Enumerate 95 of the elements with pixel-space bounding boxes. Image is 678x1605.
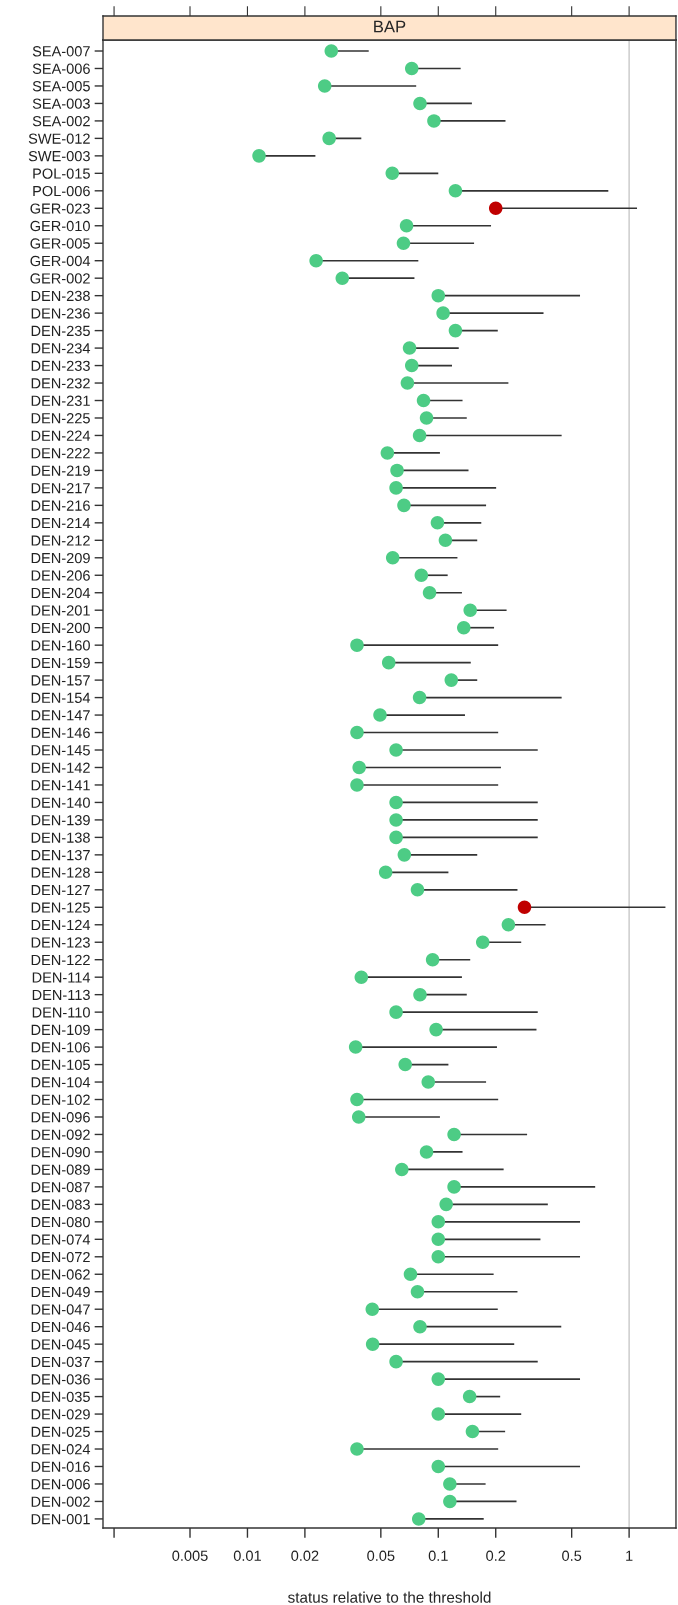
y-tick-label: DEN-235 [31, 325, 90, 337]
y-tick-label: DEN-102 [31, 1094, 90, 1105]
y-tick-label: DEN-096 [31, 1112, 90, 1123]
y-tick-label: DEN-141 [31, 780, 90, 791]
y-tick-label: DEN-092 [31, 1129, 90, 1140]
y-tick-label: POL-015 [33, 168, 90, 179]
y-tick-label: SEA-006 [32, 63, 90, 74]
y-tick-label: DEN-036 [31, 1374, 90, 1385]
y-tick-label: GER-002 [30, 273, 90, 284]
x-tick-label: 0.5 [562, 1550, 582, 1561]
y-tick-label: SEA-003 [32, 98, 90, 109]
y-tick-label: DEN-025 [31, 1426, 90, 1437]
y-tick-label: DEN-140 [31, 797, 90, 808]
y-tick-label: DEN-231 [31, 395, 90, 406]
y-tick-label: DEN-006 [31, 1479, 90, 1490]
y-tick-label: DEN-145 [31, 745, 90, 756]
y-tick-label: POL-006 [33, 185, 90, 197]
y-tick-label: DEN-219 [31, 465, 90, 476]
y-tick-label: DEN-200 [31, 622, 90, 634]
y-tick-label: DEN-106 [31, 1042, 90, 1053]
y-tick-label: SEA-007 [32, 46, 90, 57]
y-tick-label: GER-005 [30, 238, 90, 249]
y-tick-label: DEN-201 [31, 605, 90, 616]
x-tick-label: 0.2 [486, 1550, 506, 1561]
y-tick-label: DEN-001 [31, 1514, 90, 1525]
x-tick-label: 0.005 [172, 1550, 208, 1561]
y-tick-label: SWE-012 [28, 133, 90, 144]
y-tick-label: DEN-047 [31, 1304, 90, 1315]
y-tick-label: DEN-138 [31, 832, 90, 843]
y-tick-label: DEN-046 [31, 1321, 90, 1333]
chart-title: BAP [374, 20, 406, 33]
y-tick-label: DEN-209 [31, 552, 90, 564]
y-tick-label: DEN-217 [31, 482, 90, 494]
y-tick-label: DEN-062 [31, 1269, 90, 1280]
y-tick-label: DEN-160 [31, 640, 90, 651]
y-tick-label: DEN-123 [31, 937, 90, 948]
y-tick-label: DEN-110 [32, 1007, 90, 1018]
x-tick-label: 1 [626, 1550, 633, 1561]
y-tick-label: DEN-049 [31, 1286, 90, 1298]
x-tick-label: 0.02 [291, 1550, 319, 1561]
y-tick-label: DEN-128 [31, 867, 90, 878]
x-tick-label: 0.1 [428, 1550, 448, 1561]
y-tick-label: DEN-127 [31, 884, 90, 896]
y-tick-label: DEN-074 [31, 1234, 91, 1245]
y-tick-label: SEA-005 [32, 81, 90, 92]
y-tick-label: DEN-105 [31, 1059, 90, 1070]
y-tick-label: DEN-124 [31, 919, 91, 931]
y-tick-label: DEN-206 [31, 570, 90, 581]
x-axis-title: status relative to the threshold [288, 1591, 491, 1603]
y-tick-label: DEN-222 [31, 448, 90, 459]
y-tick-label: DEN-139 [31, 815, 90, 826]
y-tick-label: DEN-083 [31, 1199, 90, 1210]
y-tick-label: DEN-035 [31, 1391, 90, 1403]
y-tick-label: DEN-024 [31, 1444, 91, 1455]
y-tick-label: DEN-080 [31, 1216, 90, 1228]
y-tick-label: DEN-125 [31, 902, 90, 913]
y-tick-label: GER-010 [30, 220, 90, 232]
y-tick-label: DEN-238 [31, 290, 90, 302]
y-tick-label: DEN-087 [31, 1181, 90, 1193]
y-tick-label: SWE-003 [28, 150, 90, 162]
y-tick-label: DEN-016 [31, 1461, 90, 1472]
y-tick-label: DEN-045 [31, 1339, 90, 1350]
y-tick-label: DEN-234 [31, 343, 91, 354]
x-tick-label: 0.01 [233, 1550, 261, 1561]
y-tick-label: DEN-214 [31, 517, 91, 529]
y-tick-label: DEN-029 [31, 1409, 90, 1420]
y-tick-label: DEN-104 [31, 1077, 91, 1088]
y-tick-label: DEN-157 [31, 675, 90, 686]
y-tick-label: DEN-089 [31, 1164, 90, 1175]
y-tick-label: DEN-137 [31, 849, 90, 861]
y-tick-label: DEN-236 [31, 308, 90, 319]
y-tick-label: DEN-224 [31, 430, 91, 441]
y-tick-label: GER-004 [30, 255, 91, 267]
y-tick-label: DEN-233 [31, 360, 90, 371]
y-tick-label: DEN-232 [31, 378, 90, 389]
y-tick-label: GER-023 [30, 203, 90, 214]
x-tick-label: 0.05 [367, 1550, 395, 1561]
y-tick-label: DEN-002 [31, 1496, 90, 1507]
y-tick-label: DEN-122 [31, 954, 90, 965]
y-tick-label: DEN-204 [31, 587, 91, 599]
y-tick-label: DEN-159 [31, 657, 90, 669]
y-tick-label: DEN-146 [31, 727, 90, 738]
y-tick-label: DEN-216 [31, 500, 90, 511]
y-tick-label: DEN-147 [31, 710, 90, 721]
y-tick-label: DEN-113 [32, 989, 90, 1001]
y-tick-label: DEN-114 [32, 972, 91, 983]
y-tick-label: SEA-002 [32, 116, 90, 127]
y-tick-label: DEN-154 [31, 692, 91, 704]
y-tick-label: DEN-225 [31, 413, 90, 424]
y-tick-label: DEN-072 [31, 1251, 90, 1263]
y-tick-label: DEN-090 [31, 1147, 90, 1158]
y-tick-label: DEN-212 [31, 535, 90, 546]
y-tick-label: DEN-037 [31, 1356, 90, 1368]
y-tick-label: DEN-142 [31, 762, 90, 773]
y-tick-label: DEN-109 [31, 1024, 90, 1036]
